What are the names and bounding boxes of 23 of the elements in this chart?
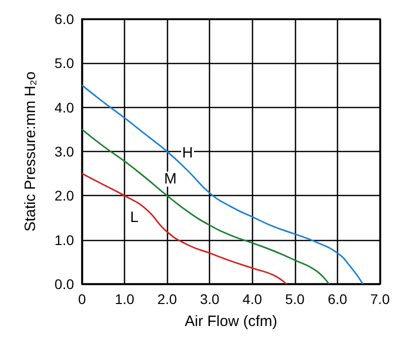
x-tick-label: 6.0 (328, 291, 348, 307)
series-label: H (182, 144, 193, 162)
x-tick-label: 0 (78, 291, 86, 307)
x-tick-label: 3.0 (200, 291, 220, 307)
x-tick-label: 2.0 (157, 291, 178, 307)
x-tick-label: 5.0 (285, 291, 305, 307)
y-tick-label: 6.0 (54, 11, 74, 27)
x-tick-label: 7.0 (370, 291, 390, 307)
x-tick-label: 4.0 (242, 291, 262, 307)
series-label: L (130, 208, 138, 226)
y-tick-label: 3.0 (54, 144, 74, 160)
line-series (81, 128, 330, 285)
y-tick-label: 2.0 (54, 188, 74, 204)
y-tick-label: 5.0 (54, 55, 74, 72)
line-series (81, 172, 288, 285)
y-axis-title: Static Pressure:mm H₂o (22, 71, 39, 232)
y-tick-label: 4.0 (54, 99, 74, 116)
y-tick-label: 0.0 (54, 276, 74, 292)
y-tick-label: 1.0 (54, 232, 74, 248)
x-axis-title: Air Flow (cfm) (184, 313, 278, 330)
x-tick-label: 1.0 (114, 291, 135, 307)
line-series (81, 84, 364, 285)
series-label: M (164, 170, 177, 188)
